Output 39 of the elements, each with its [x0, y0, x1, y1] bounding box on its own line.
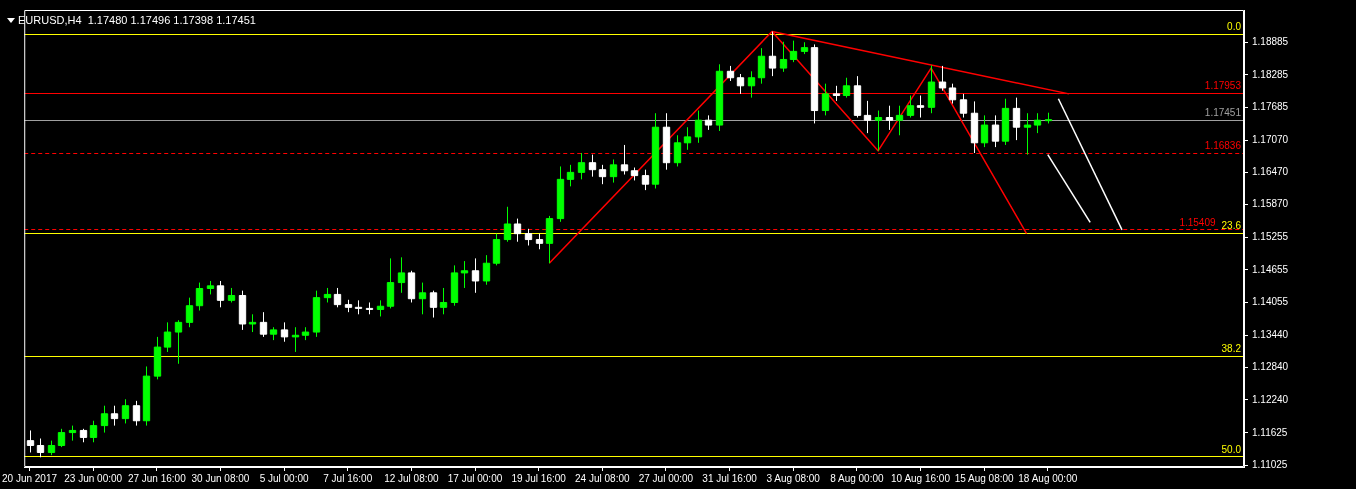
x-tick-label: 18 Aug 00:00 [1018, 472, 1078, 484]
x-tick-label: 12 Jul 08:00 [384, 472, 440, 484]
annotation: 23.6 [1221, 220, 1242, 232]
y-tick-label: 1.18885 [1252, 36, 1289, 48]
y-tick-label: 1.15870 [1252, 198, 1289, 210]
y-tick-label: 1.17070 [1252, 133, 1289, 145]
x-tick-label: 31 Jul 16:00 [702, 472, 758, 484]
y-tick-label: 1.18285 [1252, 68, 1289, 80]
ref-line-label: 1.17451 [1204, 107, 1242, 119]
x-tick-label: 20 Jun 2017 [2, 472, 58, 484]
x-tick-label: 24 Jul 08:00 [575, 472, 630, 484]
x-tick-label: 15 Aug 08:00 [954, 472, 1015, 484]
ref-line-label: 1.16836 [1204, 140, 1242, 152]
x-tick-label: 8 Aug 00:00 [830, 472, 884, 484]
x-tick-label: 23 Jun 00:00 [64, 472, 123, 484]
annotation: 50.0 [1221, 444, 1242, 455]
annotation: 0.0 [1227, 21, 1242, 33]
annotation: 38.2 [1221, 343, 1242, 355]
x-tick-label: 30 Jun 08:00 [191, 472, 250, 484]
x-tick-label: 10 Aug 16:00 [891, 472, 951, 484]
x-tick-label: 5 Jul 00:00 [259, 472, 309, 484]
y-tick-label: 1.12840 [1252, 361, 1289, 373]
y-tick-label: 1.12240 [1252, 393, 1289, 405]
y-tick-label: 1.11025 [1252, 458, 1288, 470]
y-tick-label: 1.11625 [1252, 426, 1288, 438]
y-tick-label: 1.14055 [1252, 295, 1289, 307]
x-tick-label: 3 Aug 08:00 [766, 472, 821, 484]
y-tick-label: 1.16470 [1252, 166, 1289, 178]
x-tick-label: 7 Jul 16:00 [323, 472, 373, 484]
y-tick-label: 1.17685 [1252, 100, 1289, 112]
ref-line-label: 1.15409 [1179, 217, 1216, 229]
y-tick-label: 1.14655 [1252, 263, 1289, 275]
x-tick-label: 27 Jun 16:00 [127, 472, 187, 484]
x-tick-label: 19 Jul 16:00 [511, 472, 567, 484]
ref-line-label: 1.17953 [1204, 80, 1242, 92]
y-tick-label: 1.13440 [1252, 329, 1289, 341]
y-tick-label: 1.15255 [1252, 231, 1289, 243]
x-tick-label: 27 Jul 00:00 [638, 472, 694, 484]
x-tick-label: 17 Jul 00:00 [447, 472, 503, 484]
